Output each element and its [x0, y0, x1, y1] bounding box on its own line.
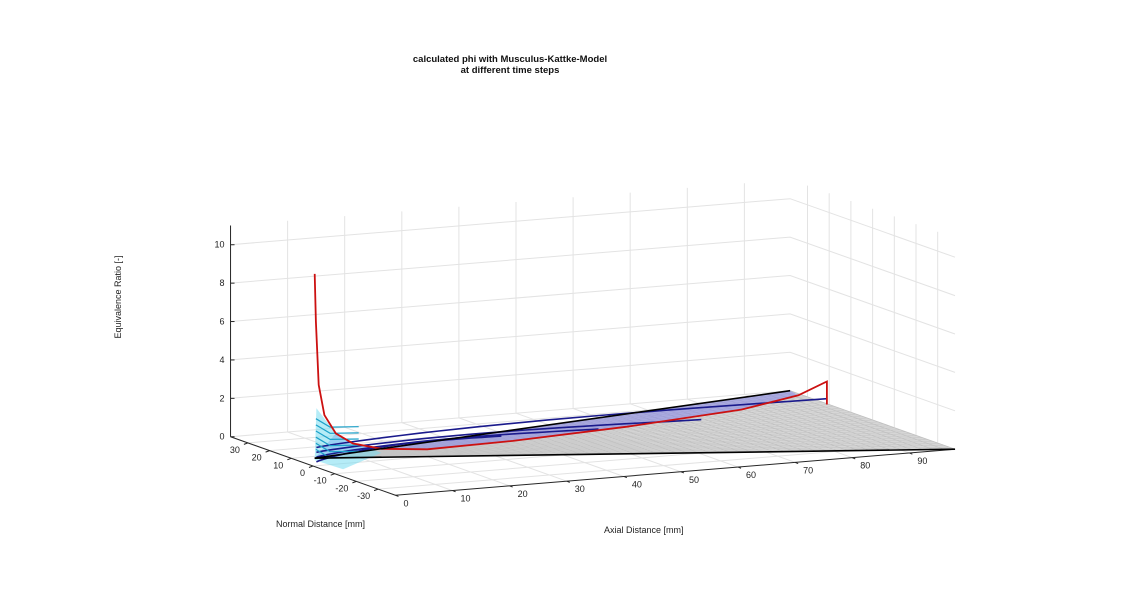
y-tick-labels: -30 -20 -10 0 10 20 30	[230, 442, 379, 501]
x-tick-label: 50	[689, 475, 699, 485]
y-tick-label: 10	[273, 460, 283, 470]
surface-mesh-line	[314, 411, 851, 459]
x-tick-mark	[909, 452, 913, 455]
surface-mesh-line	[314, 423, 884, 459]
y-tick-mark	[287, 457, 292, 461]
x-tick-mark	[852, 457, 856, 460]
surface-mesh-line	[314, 425, 890, 459]
z-axis-label: Equivalence Ratio [-]	[113, 255, 123, 338]
z-tick-label: 8	[220, 278, 225, 288]
y-tick-label: -30	[357, 491, 370, 501]
y-tick-mark	[265, 450, 270, 453]
x-tick-label: 70	[803, 465, 813, 475]
surface-mesh-line	[314, 394, 802, 459]
x-tick-label: 10	[461, 494, 471, 504]
x-tick-label: 80	[860, 461, 870, 471]
y-tick-mark	[352, 480, 357, 484]
grid-line-z	[230, 313, 956, 373]
series-curve	[316, 397, 827, 449]
y-tick-label: 20	[252, 453, 262, 463]
y-tick-label: 30	[230, 445, 240, 455]
surface-mesh-line	[314, 409, 846, 459]
x-tick-mark	[623, 475, 628, 479]
surface-mesh-line	[314, 413, 857, 459]
series-curve	[313, 273, 828, 451]
y-tick-label: -10	[314, 476, 327, 486]
y-axis-label: Normal Distance [mm]	[276, 519, 365, 529]
grid-line-z	[230, 351, 956, 412]
surface-mesh-line	[314, 433, 912, 459]
x-axis-line	[395, 448, 956, 496]
surface-mesh-line	[314, 439, 928, 459]
x-tick-mark	[737, 466, 742, 469]
x-axis-label: Axial Distance [mm]	[604, 525, 684, 535]
near-nozzle-curve	[315, 424, 359, 434]
surface-mesh-line	[314, 417, 868, 459]
z-tick-label: 0	[220, 432, 225, 442]
x-tick-label: 90	[917, 456, 927, 466]
surface-mesh-line	[314, 431, 906, 459]
y-tick-mark	[243, 442, 249, 445]
x-tick-mark	[509, 485, 513, 488]
x-tick-mark	[794, 461, 799, 465]
surface-mesh-line	[314, 429, 901, 459]
surface-mesh-line	[314, 419, 873, 459]
surface-mesh-line	[314, 441, 934, 459]
surface-mesh-line	[314, 427, 895, 459]
y-tick-mark	[308, 465, 314, 468]
series-curve	[316, 418, 702, 454]
y-tick-label: 0	[300, 468, 305, 478]
surface-mesh-line	[314, 437, 923, 459]
wedge-edge	[314, 389, 791, 459]
series-curves	[313, 273, 828, 463]
y-tick-mark	[373, 488, 379, 492]
z-tick-label: 6	[220, 317, 225, 327]
x-tick-mark	[566, 480, 570, 483]
z-tick-label: 4	[220, 355, 225, 365]
axes	[230, 225, 956, 496]
x-tick-label: 30	[575, 484, 585, 494]
y-tick-mark	[330, 473, 335, 476]
x-tick-mark	[680, 471, 685, 474]
near-nozzle-curve	[315, 442, 359, 453]
chart-title-line-2: at different time steps	[461, 65, 560, 76]
wedge-edge	[314, 448, 956, 459]
surface-mesh-line	[314, 421, 879, 459]
x-tick-labels: 0 10 20 30 40 50 60 70 80 90	[395, 452, 927, 508]
z-tick-labels: 0 2 4 6 8 10	[215, 240, 235, 442]
grid-line-z	[230, 236, 956, 297]
near-nozzle-curve	[315, 430, 359, 441]
surface-mesh-line	[314, 415, 862, 459]
x-tick-label: 0	[403, 498, 408, 508]
surface-mesh-line	[314, 435, 917, 459]
y-tick-label: -20	[335, 483, 348, 493]
x-tick-mark	[452, 490, 456, 493]
z-tick-label: 2	[220, 393, 225, 403]
grid-line-z	[230, 198, 956, 258]
x-tick-mark	[395, 494, 399, 497]
near-nozzle-curve	[315, 436, 359, 447]
surface-mesh-line	[314, 443, 939, 459]
z-tick-label: 10	[215, 240, 225, 250]
grid-line-z	[230, 274, 956, 335]
chart-title-line-1: calculated phi with Musculus-Kattke-Mode…	[413, 54, 607, 65]
x-tick-label: 20	[518, 489, 528, 499]
near-nozzle-curve	[315, 418, 359, 428]
x-tick-label: 60	[746, 470, 756, 480]
x-tick-label: 40	[632, 479, 642, 489]
